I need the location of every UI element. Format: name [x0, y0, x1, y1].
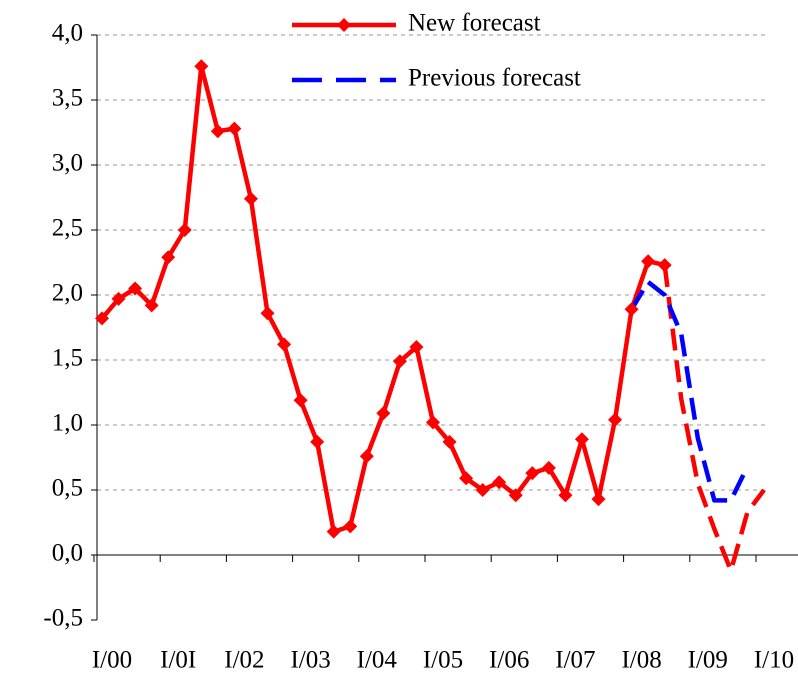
data-marker: [293, 393, 308, 408]
data-marker: [459, 471, 474, 486]
series-line: [662, 264, 766, 573]
data-marker: [657, 258, 672, 273]
data-marker: [641, 254, 656, 269]
x-tick-label: I/05: [423, 647, 463, 674]
data-marker: [525, 466, 540, 481]
y-tick-label: 4,0: [52, 20, 83, 47]
data-marker: [624, 302, 639, 317]
y-tick-label: 2,0: [52, 280, 83, 307]
data-marker: [277, 337, 292, 352]
y-tick-label: 1,5: [52, 345, 83, 372]
data-marker: [442, 434, 457, 449]
y-tick-label: 2,5: [52, 215, 83, 242]
data-marker: [310, 434, 325, 449]
legend-marker: [337, 18, 351, 32]
y-tick-label: 0,5: [52, 475, 83, 502]
x-tick-label: I/08: [621, 647, 661, 674]
data-marker: [392, 354, 407, 369]
x-tick-label: I/10: [754, 647, 794, 674]
data-marker: [608, 412, 623, 427]
data-marker: [359, 449, 374, 464]
y-tick-label: 3,0: [52, 150, 83, 177]
data-marker: [260, 306, 275, 321]
x-tick-label: I/0I: [160, 647, 196, 674]
data-marker: [144, 298, 159, 313]
x-tick-label: I/04: [357, 647, 398, 674]
data-marker: [508, 488, 523, 503]
y-tick-label: 1,0: [52, 410, 83, 437]
legend-label: New forecast: [408, 10, 541, 37]
data-marker: [243, 191, 258, 206]
data-marker: [210, 124, 225, 139]
data-marker: [111, 291, 126, 306]
data-marker: [128, 281, 143, 296]
data-marker: [574, 432, 589, 447]
data-marker: [95, 311, 109, 326]
x-tick-label: I/09: [688, 647, 728, 674]
data-marker: [541, 460, 556, 475]
x-tick-label: I/07: [555, 647, 595, 674]
y-tick-label: 3,5: [52, 85, 83, 112]
data-marker: [161, 250, 176, 265]
data-marker: [426, 415, 440, 430]
series-line: [629, 279, 750, 503]
y-tick-label: -0,5: [43, 605, 83, 632]
data-marker: [326, 524, 341, 539]
x-tick-label: I/06: [489, 647, 529, 674]
x-tick-label: I/00: [92, 647, 132, 674]
data-marker: [558, 488, 573, 503]
data-marker: [177, 223, 192, 237]
data-marker: [591, 492, 606, 507]
data-marker: [227, 121, 242, 136]
data-marker: [475, 483, 490, 497]
y-tick-label: 0,0: [52, 540, 83, 567]
x-tick-label: I/03: [290, 647, 330, 674]
legend-label: Previous forecast: [408, 65, 581, 92]
data-marker: [343, 519, 358, 534]
data-marker: [194, 59, 209, 74]
x-tick-label: I/02: [224, 647, 264, 674]
data-marker: [492, 475, 507, 490]
series-line: [100, 63, 666, 534]
data-marker: [409, 340, 424, 354]
data-marker: [376, 406, 391, 421]
